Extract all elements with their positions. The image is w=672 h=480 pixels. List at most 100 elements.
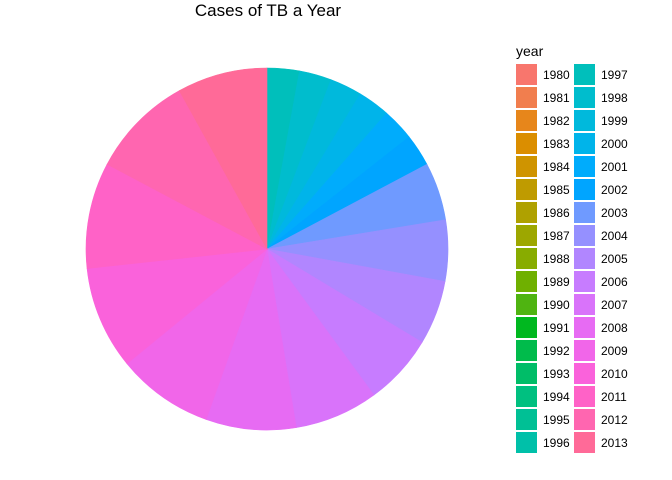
pie-slice-2011 [85,163,269,269]
legend-key-2000 [574,133,595,154]
legend-label-2000: 2000 [601,136,628,151]
legend-key-2008 [574,317,595,338]
legend-label-2001: 2001 [601,159,628,174]
legend-label-2005: 2005 [601,251,628,266]
legend-label-1990: 1990 [543,297,570,312]
legend-item-1999: 1999 [574,109,628,132]
pie-slice-2010 [86,248,268,365]
legend-item-1982: 1982 [516,109,570,132]
legend-key-1986 [516,202,537,223]
legend-label-2011: 2011 [601,389,627,404]
legend-key-2013 [574,432,595,453]
legend-label-2012: 2012 [601,412,628,427]
legend-key-2005 [574,248,595,269]
legend-key-1996 [516,432,537,453]
legend-item-1990: 1990 [516,293,570,316]
legend-key-1997 [574,64,595,85]
legend-label-2008: 2008 [601,320,628,335]
pie-slice-2012 [106,90,268,250]
legend-key-2001 [574,156,595,177]
legend-key-1998 [574,87,595,108]
legend-item-2012: 2012 [574,408,628,431]
legend-label-1992: 1992 [543,343,570,358]
legend-key-2002 [574,179,595,200]
legend-label-1984: 1984 [543,159,570,174]
legend-key-2012 [574,409,595,430]
legend-item-1981: 1981 [516,86,570,109]
legend-label-1989: 1989 [543,274,570,289]
legend-label-1993: 1993 [543,366,570,381]
legend-key-1992 [516,340,537,361]
legend-label-1999: 1999 [601,113,628,128]
legend-label-1995: 1995 [543,412,570,427]
legend-item-2005: 2005 [574,247,628,270]
legend-key-1990 [516,294,537,315]
chart-title: Cases of TB a Year [194,1,342,20]
legend-item-1995: 1995 [516,408,570,431]
legend-key-1994 [516,386,537,407]
legend-label-1991: 1991 [543,320,570,335]
legend-item-1992: 1992 [516,339,570,362]
legend-key-2004 [574,225,595,246]
legend-item-1993: 1993 [516,362,570,385]
legend-item-1984: 1984 [516,155,570,178]
legend-item-1997: 1997 [574,63,628,86]
legend-label-2013: 2013 [601,435,628,450]
legend-label-2002: 2002 [601,182,628,197]
legend-label-2004: 2004 [601,228,628,243]
legend-item-2003: 2003 [574,201,628,224]
legend-item-2001: 2001 [574,155,628,178]
legend-key-2009 [574,340,595,361]
legend-key-1988 [516,248,537,269]
legend-item-2007: 2007 [574,293,628,316]
legend-key-1982 [516,110,537,131]
legend-item-1983: 1983 [516,132,570,155]
legend-key-1993 [516,363,537,384]
legend-item-1980: 1980 [516,63,570,86]
legend-label-2007: 2007 [601,297,628,312]
legend-key-1980 [516,64,537,85]
legend-label-1994: 1994 [543,389,570,404]
legend-item-2009: 2009 [574,339,628,362]
legend-item-1986: 1986 [516,201,570,224]
legend-label-1985: 1985 [543,182,570,197]
legend-key-1987 [516,225,537,246]
legend-item-2013: 2013 [574,431,628,454]
legend-item-2008: 2008 [574,316,628,339]
pie-slice-2009 [126,248,268,420]
legend-key-2006 [574,271,595,292]
legend-item-1988: 1988 [516,247,570,270]
legend-key-1985 [516,179,537,200]
legend-item-1998: 1998 [574,86,628,109]
legend-key-2010 [574,363,595,384]
legend-label-1996: 1996 [543,435,570,450]
legend-key-2003 [574,202,595,223]
legend-label-1997: 1997 [601,67,628,82]
pie-slice-2013 [178,67,268,251]
pie-slice-2008 [205,247,297,431]
legend-label-1998: 1998 [601,90,628,105]
legend-label-2010: 2010 [601,366,628,381]
legend-item-2010: 2010 [574,362,628,385]
legend-item-1985: 1985 [516,178,570,201]
legend-item-2000: 2000 [574,132,628,155]
legend-item-1987: 1987 [516,224,570,247]
legend-label-1988: 1988 [543,251,570,266]
legend-key-1995 [516,409,537,430]
legend-item-1989: 1989 [516,270,570,293]
legend-key-1981 [516,87,537,108]
legend-key-1999 [574,110,595,131]
legend-item-1991: 1991 [516,316,570,339]
legend-item-2002: 2002 [574,178,628,201]
legend-item-1994: 1994 [516,385,570,408]
legend-label-1981: 1981 [543,90,570,105]
legend-label-1980: 1980 [543,67,570,82]
legend-item-2006: 2006 [574,270,628,293]
legend-label-2003: 2003 [601,205,628,220]
legend-label-1983: 1983 [543,136,570,151]
legend-item-2011: 2011 [574,385,627,408]
legend-item-2004: 2004 [574,224,628,247]
legend-key-2011 [574,386,595,407]
legend-key-1991 [516,317,537,338]
